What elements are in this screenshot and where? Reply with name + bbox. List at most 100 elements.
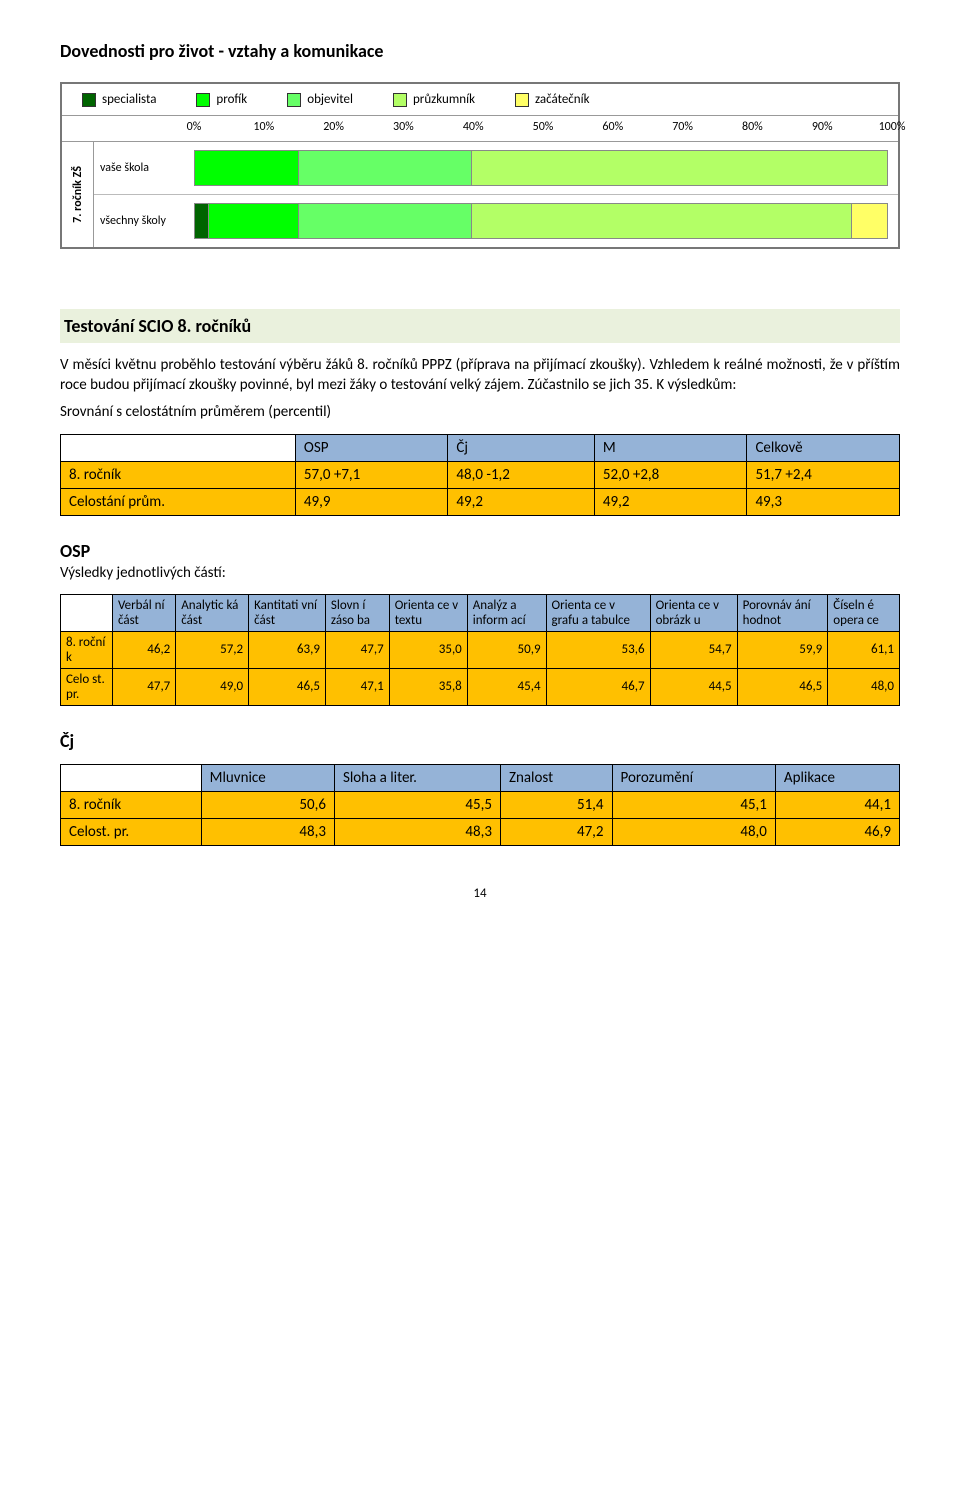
chart-bar-segment xyxy=(195,151,299,185)
chart-bar-segment xyxy=(195,204,209,238)
legend-item: specialista xyxy=(82,92,156,107)
osp-title: OSP xyxy=(60,540,900,562)
table-cell: 48,3 xyxy=(201,818,334,845)
table-cell: 51,7 +2,4 xyxy=(747,461,900,488)
table-cell: 47,1 xyxy=(325,668,389,705)
table-header: Číseln é opera ce xyxy=(828,594,900,631)
legend-swatch xyxy=(82,93,96,107)
table-header: Celkově xyxy=(747,434,900,461)
table-header: Čj xyxy=(448,434,595,461)
table-cell: 48,0 xyxy=(612,818,775,845)
table-cell: 50,6 xyxy=(201,791,334,818)
table-cell: 46,5 xyxy=(737,668,828,705)
table-header: Analýz a inform ací xyxy=(467,594,546,631)
table-cell: 49,9 xyxy=(295,488,448,515)
table-cell: 49,2 xyxy=(594,488,747,515)
table-cell: 59,9 xyxy=(737,631,828,668)
table-cell: 46,7 xyxy=(546,668,650,705)
table-cell: 44,5 xyxy=(650,668,737,705)
table-header: Aplikace xyxy=(775,764,899,791)
page-number: 14 xyxy=(60,886,900,901)
row-label-cell: 8. ročník xyxy=(61,791,202,818)
legend-label: specialista xyxy=(102,92,156,107)
table-header: Orienta ce v obrázk u xyxy=(650,594,737,631)
table-cell: 49,0 xyxy=(176,668,249,705)
chart-x-axis: 0%10%20%30%40%50%60%70%80%90%100% xyxy=(62,116,898,142)
table-row: 8. ročník50,645,551,445,144,1 xyxy=(61,791,900,818)
table-row: Celo st. pr.47,749,046,547,135,845,446,7… xyxy=(61,668,900,705)
legend-label: profík xyxy=(216,92,247,107)
axis-tick: 0% xyxy=(187,120,202,134)
table-cell: 57,0 +7,1 xyxy=(295,461,448,488)
legend-swatch xyxy=(196,93,210,107)
table-header xyxy=(61,764,202,791)
legend-item: průzkumník xyxy=(393,92,475,107)
table-cell: 45,4 xyxy=(467,668,546,705)
intro-paragraph: V měsíci květnu proběhlo testování výběr… xyxy=(60,355,900,396)
table-header: Orienta ce v textu xyxy=(389,594,467,631)
row-label-cell: 8. roční k xyxy=(61,631,113,668)
table-header: Mluvnice xyxy=(201,764,334,791)
table-cell: 48,3 xyxy=(334,818,500,845)
table-cell: 49,3 xyxy=(747,488,900,515)
row-label-cell: 8. ročník xyxy=(61,461,296,488)
table-cell: 57,2 xyxy=(176,631,249,668)
table-cell: 53,6 xyxy=(546,631,650,668)
chart-bar-segment xyxy=(209,204,299,238)
legend-item: začátečník xyxy=(515,92,590,107)
summary-table: OSPČjMCelkově8. ročník57,0 +7,148,0 -1,2… xyxy=(60,434,900,516)
row-label-cell: Celost. pr. xyxy=(61,818,202,845)
table-header: Kantitati vní část xyxy=(249,594,326,631)
table-cell: 46,2 xyxy=(112,631,175,668)
legend-label: průzkumník xyxy=(413,92,475,107)
axis-tick: 10% xyxy=(253,120,274,134)
chart-bar xyxy=(194,203,888,239)
chart-row-label: vaše škola xyxy=(94,151,194,185)
chart-bar xyxy=(194,150,888,186)
table-header: M xyxy=(594,434,747,461)
axis-tick: 80% xyxy=(742,120,763,134)
osp-subtitle: Výsledky jednotlivých částí: xyxy=(60,564,900,582)
table-cell: 54,7 xyxy=(650,631,737,668)
table-cell: 61,1 xyxy=(828,631,900,668)
axis-tick: 60% xyxy=(602,120,623,134)
legend-swatch xyxy=(287,93,301,107)
axis-tick: 50% xyxy=(533,120,554,134)
table-row: Celost. pr.48,348,347,248,046,9 xyxy=(61,818,900,845)
table-header: Znalost xyxy=(500,764,612,791)
table-header xyxy=(61,434,296,461)
table-cell: 46,9 xyxy=(775,818,899,845)
row-label-cell: Celostání prům. xyxy=(61,488,296,515)
table-cell: 50,9 xyxy=(467,631,546,668)
table-cell: 48,0 xyxy=(828,668,900,705)
chart-bar-segment xyxy=(472,204,853,238)
table-cell: 48,0 -1,2 xyxy=(448,461,595,488)
table-cell: 63,9 xyxy=(249,631,326,668)
table-cell: 47,2 xyxy=(500,818,612,845)
table-header: Slovn í záso ba xyxy=(325,594,389,631)
table-cell: 52,0 +2,8 xyxy=(594,461,747,488)
table-cell: 35,0 xyxy=(389,631,467,668)
chart-bar-segment xyxy=(852,204,887,238)
skills-chart: specialista profík objevitel průzkumník začá… xyxy=(60,82,900,249)
table-header: Analytic ká část xyxy=(176,594,249,631)
table-cell: 45,5 xyxy=(334,791,500,818)
chart-row: vaše škola xyxy=(94,142,898,194)
table-row: Celostání prům.49,949,249,249,3 xyxy=(61,488,900,515)
legend-swatch xyxy=(393,93,407,107)
table-cell: 44,1 xyxy=(775,791,899,818)
chart-row-label: všechny školy xyxy=(94,204,194,238)
section-heading-scio8: Testování SCIO 8. ročníků xyxy=(60,309,900,343)
table-cell: 47,7 xyxy=(112,668,175,705)
table-header xyxy=(61,594,113,631)
chart-legend: specialista profík objevitel průzkumník začá… xyxy=(62,84,898,116)
page-title: Dovednosti pro život - vztahy a komunika… xyxy=(60,40,900,62)
chart-rows: vaše škola všechny školy xyxy=(94,142,898,247)
table-header: Porovnáv ání hodnot xyxy=(737,594,828,631)
axis-tick: 70% xyxy=(672,120,693,134)
legend-item: objevitel xyxy=(287,92,353,107)
osp-table: Verbál ní částAnalytic ká částKantitati … xyxy=(60,594,900,706)
axis-tick: 20% xyxy=(323,120,344,134)
intro-paragraph-2: Srovnání s celostátním průměrem (percent… xyxy=(60,402,900,422)
axis-tick: 30% xyxy=(393,120,414,134)
